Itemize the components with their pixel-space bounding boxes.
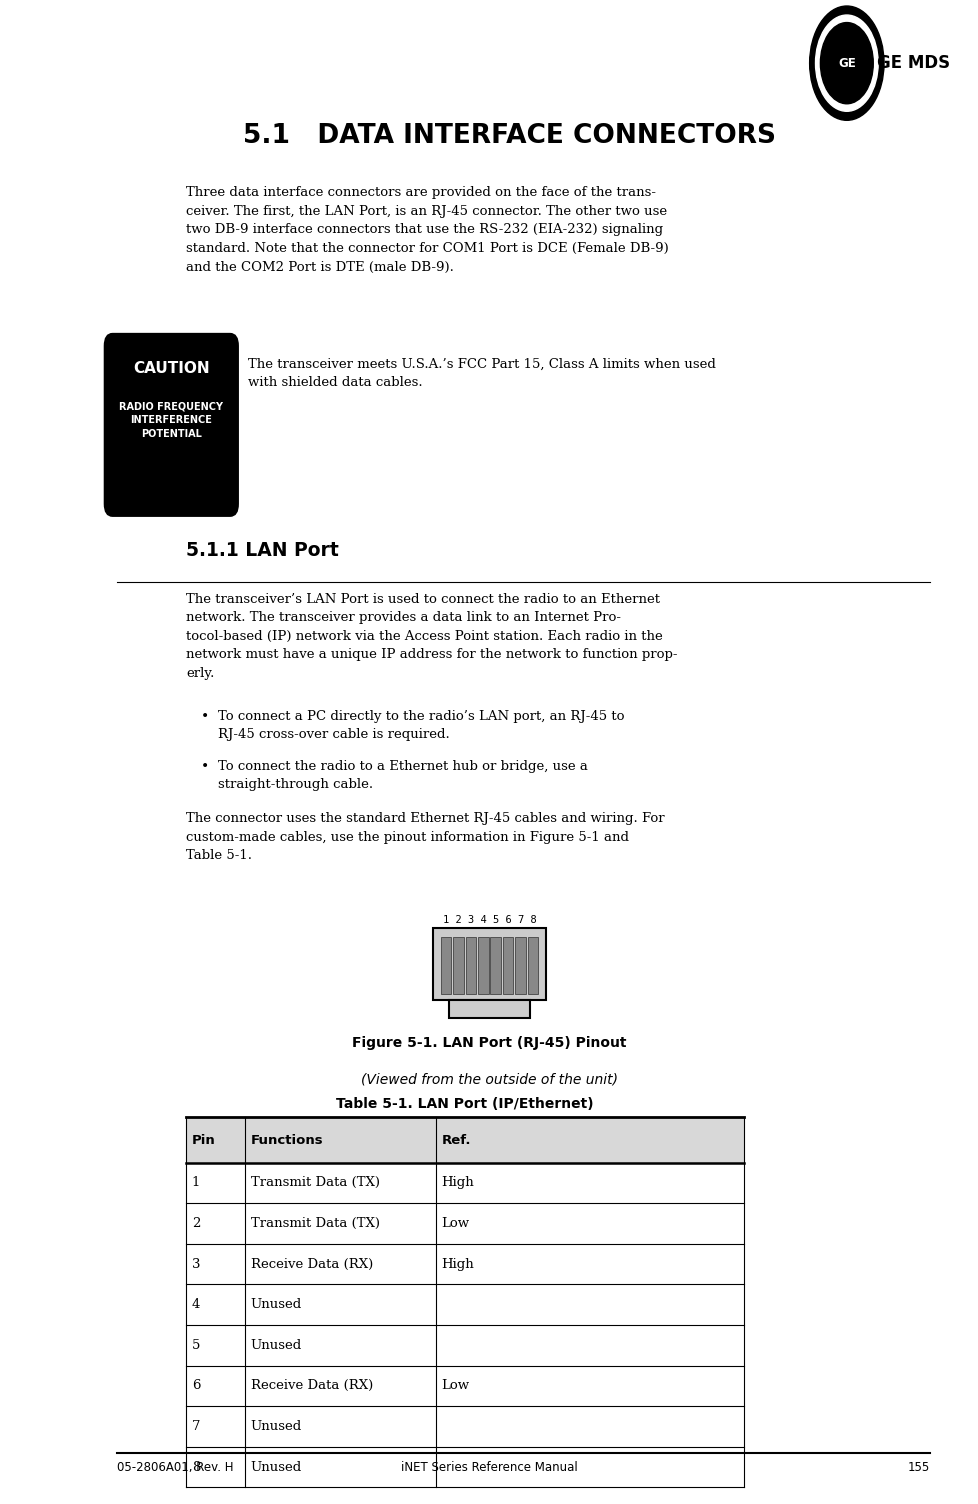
Text: CAUTION: CAUTION xyxy=(133,361,209,376)
Text: Transmit Data (TX): Transmit Data (TX) xyxy=(250,1176,379,1190)
Text: 4: 4 xyxy=(192,1298,200,1311)
Bar xyxy=(466,937,475,994)
Bar xyxy=(449,1000,529,1018)
Text: Three data interface connectors are provided on the face of the trans-
ceiver. T: Three data interface connectors are prov… xyxy=(186,186,668,274)
Text: 3: 3 xyxy=(192,1257,200,1271)
Circle shape xyxy=(809,6,883,120)
Text: To connect the radio to a Ethernet hub or bridge, use a
straight-through cable.: To connect the radio to a Ethernet hub o… xyxy=(218,760,588,791)
Text: RADIO FREQUENCY
INTERFERENCE
POTENTIAL: RADIO FREQUENCY INTERFERENCE POTENTIAL xyxy=(119,402,223,439)
Text: Low: Low xyxy=(441,1379,469,1393)
Text: Receive Data (RX): Receive Data (RX) xyxy=(250,1379,373,1393)
Bar xyxy=(453,937,464,994)
Text: The connector uses the standard Ethernet RJ-45 cables and wiring. For
custom-mad: The connector uses the standard Ethernet… xyxy=(186,812,664,862)
Text: The transceiver meets U.S.A.’s FCC Part 15, Class A limits when used
with shield: The transceiver meets U.S.A.’s FCC Part … xyxy=(247,358,715,390)
Bar xyxy=(514,937,525,994)
Text: 1 2 3 4 5 6 7 8: 1 2 3 4 5 6 7 8 xyxy=(442,914,536,925)
Text: Transmit Data (TX): Transmit Data (TX) xyxy=(250,1217,379,1230)
Bar xyxy=(432,928,546,1000)
Text: Unused: Unused xyxy=(250,1420,301,1433)
Bar xyxy=(490,937,501,994)
Text: Unused: Unused xyxy=(250,1339,301,1352)
Bar xyxy=(503,937,512,994)
Text: GE MDS: GE MDS xyxy=(876,54,949,72)
Text: 7: 7 xyxy=(192,1420,200,1433)
Text: High: High xyxy=(441,1257,473,1271)
Text: 05-2806A01, Rev. H: 05-2806A01, Rev. H xyxy=(117,1460,234,1474)
Text: The transceiver’s LAN Port is used to connect the radio to an Ethernet
network. : The transceiver’s LAN Port is used to co… xyxy=(186,593,677,680)
Text: Receive Data (RX): Receive Data (RX) xyxy=(250,1257,373,1271)
Bar xyxy=(527,937,538,994)
Text: 2: 2 xyxy=(192,1217,200,1230)
Text: 8: 8 xyxy=(192,1460,200,1474)
Text: Unused: Unused xyxy=(250,1298,301,1311)
Text: GE: GE xyxy=(837,57,855,69)
Circle shape xyxy=(815,15,877,111)
Text: Ref.: Ref. xyxy=(441,1134,470,1146)
FancyBboxPatch shape xyxy=(105,334,238,516)
Text: Unused: Unused xyxy=(250,1460,301,1474)
Text: Low: Low xyxy=(441,1217,469,1230)
Text: 1: 1 xyxy=(192,1176,200,1190)
Text: High: High xyxy=(441,1176,473,1190)
Text: (Viewed from the outside of the unit): (Viewed from the outside of the unit) xyxy=(361,1072,617,1086)
Circle shape xyxy=(820,23,872,104)
Text: To connect a PC directly to the radio’s LAN port, an RJ-45 to
RJ-45 cross-over c: To connect a PC directly to the radio’s … xyxy=(218,710,624,741)
Text: Pin: Pin xyxy=(192,1134,215,1146)
Text: Figure 5-1. LAN Port (RJ-45) Pinout: Figure 5-1. LAN Port (RJ-45) Pinout xyxy=(352,1036,626,1050)
Text: •: • xyxy=(200,760,208,773)
Text: 5.1   DATA INTERFACE CONNECTORS: 5.1 DATA INTERFACE CONNECTORS xyxy=(243,123,775,149)
Bar xyxy=(440,937,451,994)
Text: 5: 5 xyxy=(192,1339,200,1352)
Text: 155: 155 xyxy=(907,1460,929,1474)
Bar xyxy=(186,1117,743,1163)
Text: Table 5-1. LAN Port (IP/Ethernet): Table 5-1. LAN Port (IP/Ethernet) xyxy=(335,1098,594,1111)
Text: 6: 6 xyxy=(192,1379,200,1393)
Text: iNET Series Reference Manual: iNET Series Reference Manual xyxy=(401,1460,577,1474)
Bar xyxy=(477,937,488,994)
Text: •: • xyxy=(200,710,208,723)
Text: Functions: Functions xyxy=(250,1134,323,1146)
Text: 5.1.1 LAN Port: 5.1.1 LAN Port xyxy=(186,541,338,561)
